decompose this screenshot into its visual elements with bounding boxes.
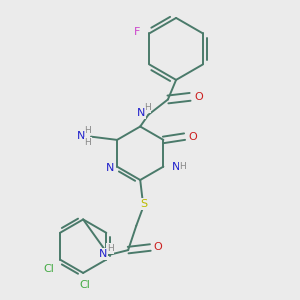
Text: O: O <box>188 132 197 142</box>
Text: Cl: Cl <box>79 280 90 290</box>
Text: O: O <box>154 242 163 253</box>
Text: O: O <box>194 92 203 102</box>
Text: F: F <box>134 27 140 37</box>
Text: H: H <box>107 244 114 253</box>
Text: N: N <box>172 162 180 172</box>
Text: N: N <box>106 163 114 173</box>
Text: S: S <box>140 199 147 209</box>
Text: H: H <box>84 138 91 147</box>
Text: H: H <box>144 103 151 112</box>
Text: N: N <box>77 131 86 141</box>
Text: Cl: Cl <box>43 264 54 274</box>
Text: H: H <box>180 162 186 171</box>
Text: N: N <box>137 108 146 118</box>
Text: N: N <box>98 249 107 259</box>
Text: H: H <box>84 126 91 135</box>
